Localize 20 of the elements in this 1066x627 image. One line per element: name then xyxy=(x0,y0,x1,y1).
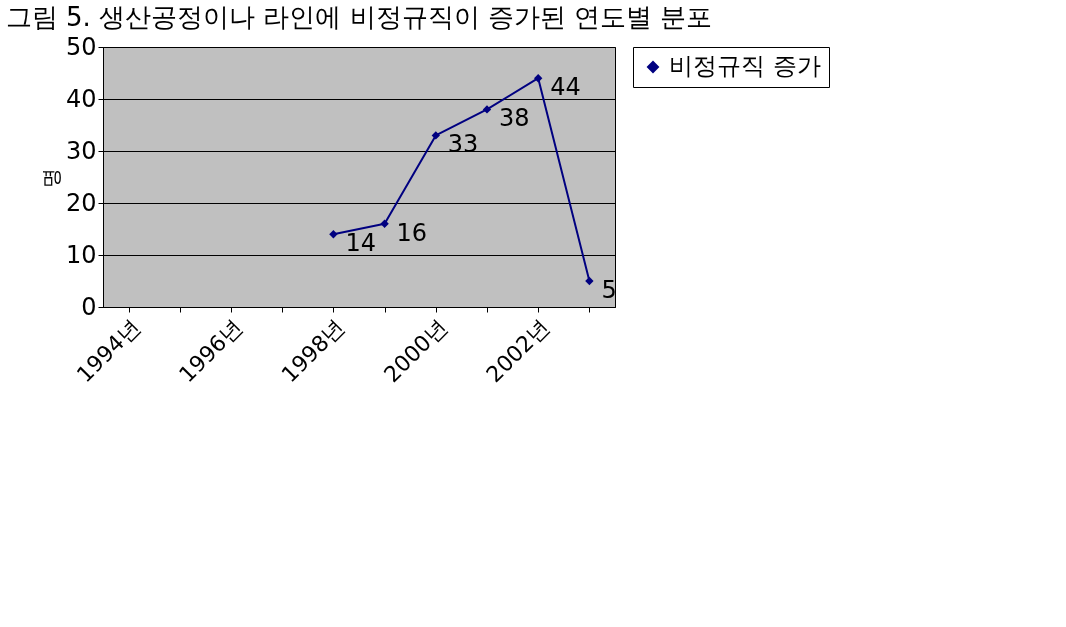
data-label: 16 xyxy=(396,218,428,247)
y-axis-title: 명 xyxy=(38,167,63,188)
y-tick-label: 10 xyxy=(65,240,97,269)
chart-title: 그림 5. 생산공정이나 라인에 비정규직이 증가된 연도별 분포 xyxy=(5,2,713,32)
y-tick-label: 40 xyxy=(65,84,97,113)
y-tick-label: 20 xyxy=(65,188,97,217)
y-tick-label: 0 xyxy=(81,292,97,321)
y-tick-label: 30 xyxy=(65,136,97,165)
y-tick-label: 50 xyxy=(65,32,97,61)
point xyxy=(431,131,440,140)
legend-label: 비정규직 증가 xyxy=(669,52,821,80)
point xyxy=(380,219,389,228)
point xyxy=(329,230,338,239)
data-label: 14 xyxy=(345,229,376,258)
data-label: 38 xyxy=(499,104,530,133)
data-label: 5 xyxy=(601,276,617,304)
point xyxy=(482,105,492,114)
point xyxy=(585,276,594,286)
point xyxy=(534,74,543,83)
data-label: 44 xyxy=(550,73,581,102)
